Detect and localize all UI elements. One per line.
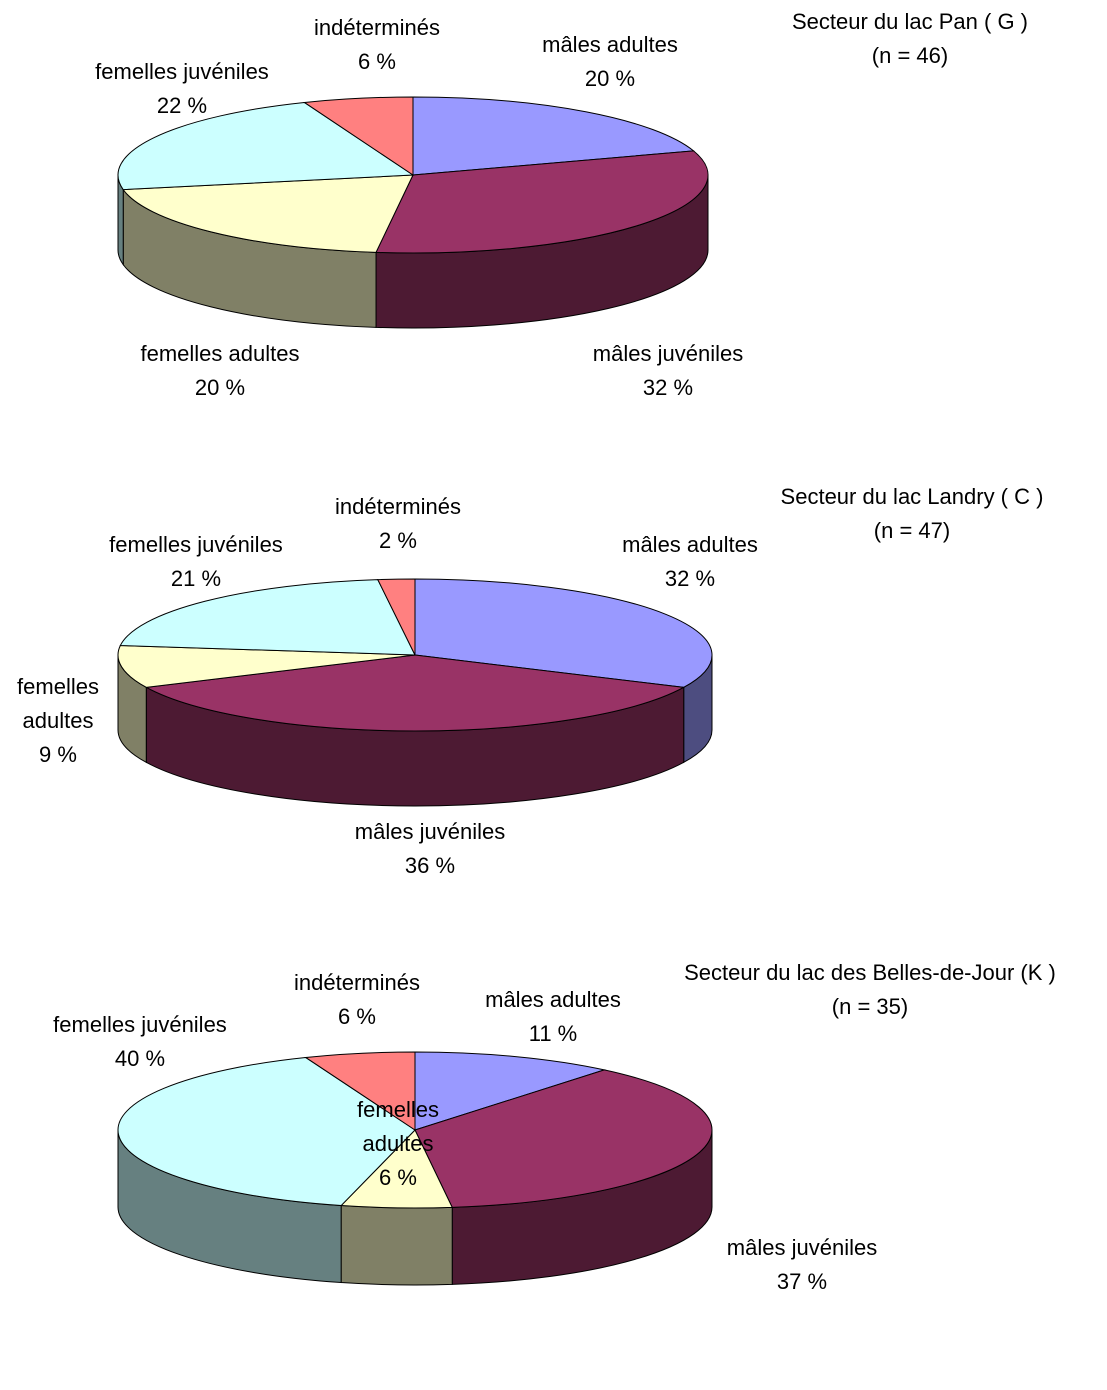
- slice: [119, 579, 416, 656]
- data-label: mâles adultes 11 %: [403, 983, 703, 1051]
- chart-title: Secteur du lac Landry ( C ): [780, 484, 1044, 509]
- value-label: 32 %: [664, 566, 716, 591]
- value-label: 6 %: [338, 1004, 376, 1029]
- category-label: femelles juvéniles: [109, 532, 283, 557]
- data-label: indéterminés 6 %: [227, 11, 527, 79]
- value-label: 22 %: [156, 93, 208, 118]
- value-label: 20 %: [194, 375, 246, 400]
- value-label: 21 %: [170, 566, 222, 591]
- slice: [304, 1051, 416, 1131]
- data-label: mâles juvéniles 37 %: [652, 1231, 952, 1299]
- category-label: indéterminés: [294, 970, 420, 995]
- category-label: femelles adultes: [357, 1097, 439, 1156]
- value-label: 9 %: [39, 742, 77, 767]
- data-label: femelles juvéniles 21 %: [46, 528, 346, 596]
- title-block: Secteur du lac des Belles-de-Jour (K ) (n…: [684, 956, 1056, 1024]
- data-label: indéterminés 2 %: [248, 490, 548, 558]
- chart-subtitle: (n = 47): [873, 518, 951, 543]
- chart-title: Secteur du lac Pan ( G ): [792, 9, 1028, 34]
- category-label: femelles juvéniles: [53, 1012, 227, 1037]
- slice: [302, 96, 414, 176]
- category-label: mâles adultes: [622, 532, 758, 557]
- slice: [376, 578, 416, 656]
- slice: [414, 1069, 713, 1208]
- slice: [414, 1051, 607, 1131]
- data-label: femelles adultes 6 %: [343, 1093, 453, 1195]
- data-label: mâles juvéniles 36 %: [280, 815, 580, 883]
- data-label: femelles juvéniles 22 %: [32, 55, 332, 123]
- value-label: 2 %: [379, 528, 417, 553]
- data-label: femelles adultes 20 %: [70, 337, 370, 405]
- slice: [117, 1056, 416, 1207]
- title-block: Secteur du lac Pan ( G ) (n = 46): [792, 5, 1028, 73]
- slice: [117, 644, 416, 688]
- chart-title: Secteur du lac des Belles-de-Jour (K ): [684, 960, 1056, 985]
- value-label: 20 %: [584, 66, 636, 91]
- category-label: femelles adultes: [17, 674, 99, 733]
- title-block: Secteur du lac Landry ( C ) (n = 47): [781, 480, 1044, 548]
- slice: [144, 654, 686, 732]
- data-label: mâles adultes 20 %: [460, 28, 760, 96]
- category-label: indéterminés: [314, 15, 440, 40]
- value-label: 11 %: [528, 1021, 578, 1046]
- category-label: mâles adultes: [485, 987, 621, 1012]
- data-label: femelles adultes 9 %: [8, 670, 108, 772]
- data-label: mâles adultes 32 %: [540, 528, 840, 596]
- data-label: indéterminés 6 %: [207, 966, 507, 1034]
- category-label: femelles juvéniles: [95, 59, 269, 84]
- slice: [412, 96, 695, 176]
- slice-side: [340, 1205, 453, 1286]
- value-label: 40 %: [114, 1046, 166, 1071]
- category-label: mâles juvéniles: [726, 1235, 878, 1260]
- value-label: 6 %: [358, 49, 396, 74]
- slice: [117, 101, 415, 191]
- value-label: 6 %: [379, 1165, 417, 1190]
- data-label: mâles juvéniles 32 %: [518, 337, 818, 405]
- category-label: mâles adultes: [542, 32, 678, 57]
- slice: [375, 150, 709, 254]
- slice: [414, 578, 713, 688]
- category-label: indéterminés: [335, 494, 461, 519]
- value-label: 32 %: [642, 375, 694, 400]
- category-label: femelles adultes: [140, 341, 300, 366]
- value-label: 36 %: [404, 853, 456, 878]
- chart-subtitle: (n = 35): [831, 994, 909, 1019]
- value-label: 37 %: [776, 1269, 828, 1294]
- category-label: mâles juvéniles: [592, 341, 744, 366]
- chart-subtitle: (n = 46): [871, 43, 949, 68]
- category-label: mâles juvéniles: [354, 819, 506, 844]
- data-label: femelles juvéniles 40 %: [0, 1008, 290, 1076]
- slice: [122, 174, 414, 253]
